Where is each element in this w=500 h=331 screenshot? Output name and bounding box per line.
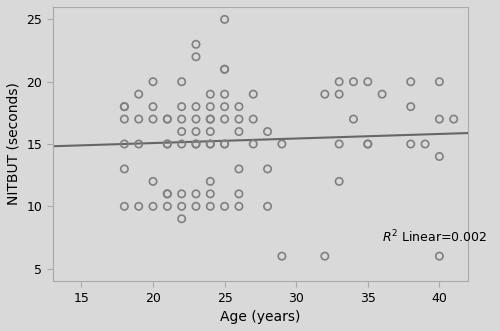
Point <box>178 191 186 197</box>
Point <box>192 141 200 147</box>
Point <box>406 79 414 84</box>
Point <box>436 254 444 259</box>
Point <box>120 104 128 109</box>
Point <box>178 117 186 122</box>
Point <box>134 204 142 209</box>
Point <box>421 141 429 147</box>
Point <box>206 191 214 197</box>
Point <box>249 117 257 122</box>
Point <box>192 117 200 122</box>
Point <box>192 42 200 47</box>
Point <box>149 79 157 84</box>
Point <box>220 67 228 72</box>
Point <box>220 204 228 209</box>
Point <box>120 166 128 171</box>
Point <box>206 117 214 122</box>
Point <box>149 204 157 209</box>
Point <box>164 191 172 197</box>
X-axis label: Age (years): Age (years) <box>220 310 300 324</box>
Point <box>178 141 186 147</box>
Point <box>335 92 343 97</box>
Point <box>378 92 386 97</box>
Point <box>178 129 186 134</box>
Point <box>406 141 414 147</box>
Point <box>164 191 172 197</box>
Point <box>192 54 200 60</box>
Point <box>335 79 343 84</box>
Point <box>264 129 272 134</box>
Point <box>220 141 228 147</box>
Point <box>436 117 444 122</box>
Point <box>206 92 214 97</box>
Point <box>192 129 200 134</box>
Point <box>134 117 142 122</box>
Point <box>364 79 372 84</box>
Point <box>278 254 286 259</box>
Point <box>220 17 228 22</box>
Point <box>364 141 372 147</box>
Text: $R^2$ Linear=0.002: $R^2$ Linear=0.002 <box>382 229 488 246</box>
Point <box>178 104 186 109</box>
Point <box>134 92 142 97</box>
Point <box>134 141 142 147</box>
Point <box>164 117 172 122</box>
Point <box>206 141 214 147</box>
Point <box>192 104 200 109</box>
Point <box>120 117 128 122</box>
Point <box>164 141 172 147</box>
Point <box>436 79 444 84</box>
Point <box>220 67 228 72</box>
Point <box>249 141 257 147</box>
Point <box>350 79 358 84</box>
Point <box>264 166 272 171</box>
Point <box>235 129 243 134</box>
Point <box>192 141 200 147</box>
Point <box>120 141 128 147</box>
Point <box>235 191 243 197</box>
Point <box>120 104 128 109</box>
Point <box>206 129 214 134</box>
Point <box>206 179 214 184</box>
Point <box>220 141 228 147</box>
Point <box>149 179 157 184</box>
Y-axis label: NITBUT (seconds): NITBUT (seconds) <box>7 82 21 206</box>
Point <box>149 117 157 122</box>
Point <box>436 154 444 159</box>
Point <box>220 92 228 97</box>
Point <box>335 179 343 184</box>
Point <box>178 216 186 221</box>
Point <box>235 104 243 109</box>
Point <box>206 141 214 147</box>
Point <box>335 141 343 147</box>
Point <box>192 191 200 197</box>
Point <box>149 104 157 109</box>
Point <box>206 117 214 122</box>
Point <box>278 141 286 147</box>
Point <box>164 204 172 209</box>
Point <box>321 254 329 259</box>
Point <box>164 141 172 147</box>
Point <box>350 117 358 122</box>
Point <box>178 79 186 84</box>
Point <box>235 166 243 171</box>
Point <box>220 117 228 122</box>
Point <box>220 104 228 109</box>
Point <box>120 204 128 209</box>
Point <box>264 204 272 209</box>
Point <box>206 104 214 109</box>
Point <box>178 204 186 209</box>
Point <box>206 204 214 209</box>
Point <box>192 204 200 209</box>
Point <box>321 92 329 97</box>
Point <box>235 204 243 209</box>
Point <box>235 117 243 122</box>
Point <box>164 117 172 122</box>
Point <box>249 92 257 97</box>
Point <box>450 117 458 122</box>
Point <box>364 141 372 147</box>
Point <box>406 104 414 109</box>
